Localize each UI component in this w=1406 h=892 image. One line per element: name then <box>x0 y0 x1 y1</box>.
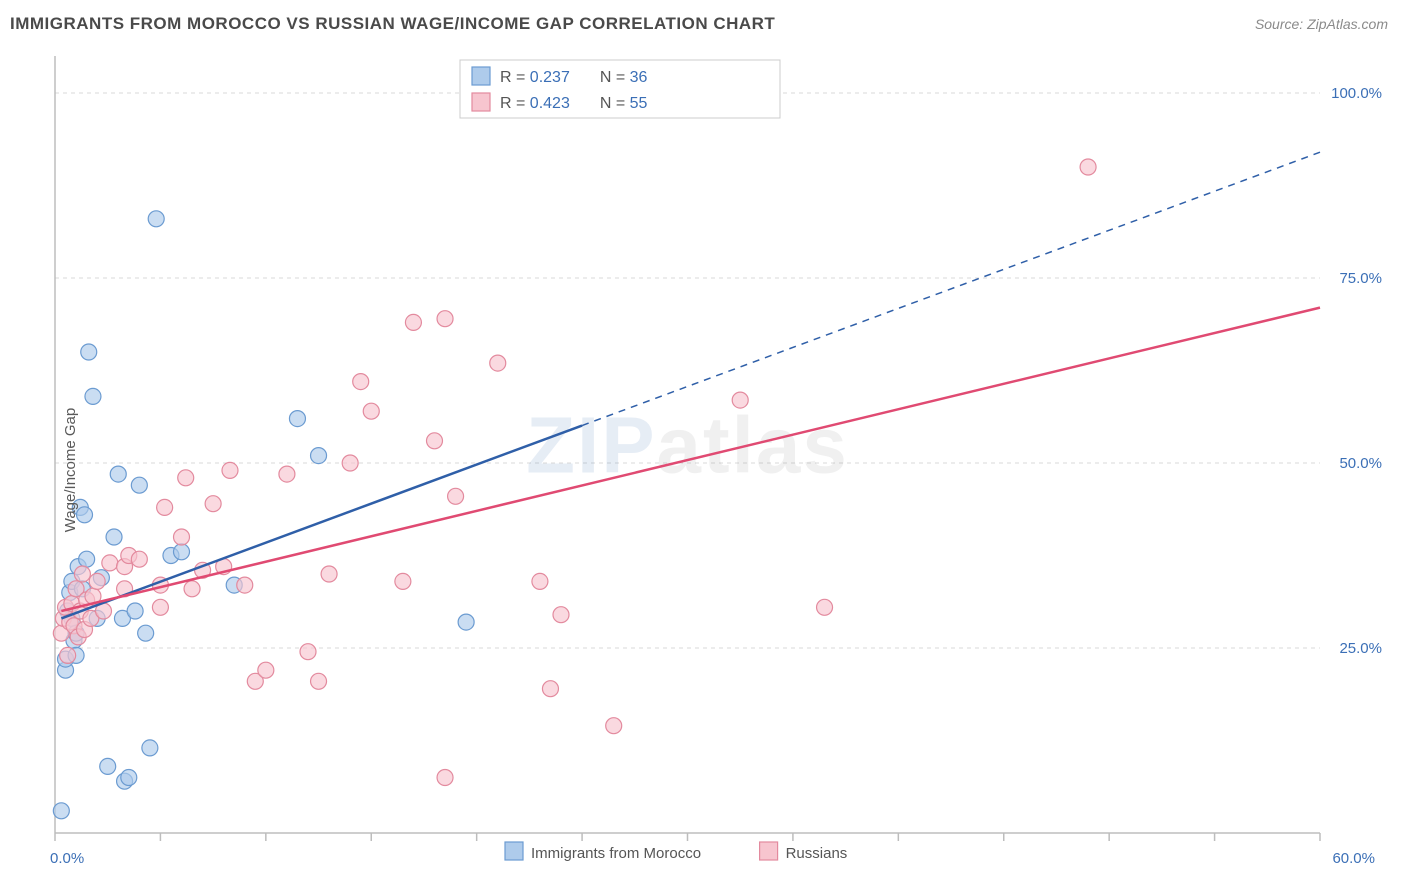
x-tick-label: 0.0% <box>50 850 84 867</box>
data-point <box>732 392 748 408</box>
data-point <box>148 211 164 227</box>
data-point <box>258 662 274 678</box>
data-point <box>85 388 101 404</box>
data-point <box>353 374 369 390</box>
y-tick-label: 100.0% <box>1331 85 1382 102</box>
data-point <box>1080 159 1096 175</box>
data-point <box>321 566 337 582</box>
x-tick-label: 60.0% <box>1332 850 1375 867</box>
data-point <box>222 462 238 478</box>
data-point <box>342 455 358 471</box>
data-point <box>553 607 569 623</box>
data-point <box>427 433 443 449</box>
data-point <box>817 599 833 615</box>
data-point <box>81 344 97 360</box>
data-point <box>311 448 327 464</box>
data-point <box>127 603 143 619</box>
data-point <box>311 673 327 689</box>
data-point <box>437 311 453 327</box>
data-point <box>532 573 548 589</box>
data-point <box>74 566 90 582</box>
data-point <box>60 647 76 663</box>
data-point <box>542 681 558 697</box>
legend-swatch <box>472 67 490 85</box>
chart-area: Wage/Income Gap 25.0%50.0%75.0%100.0%ZIP… <box>0 48 1406 892</box>
data-point <box>279 466 295 482</box>
data-point <box>205 496 221 512</box>
data-point <box>79 551 95 567</box>
data-point <box>448 488 464 504</box>
data-point <box>121 770 137 786</box>
data-point <box>142 740 158 756</box>
y-tick-label: 50.0% <box>1339 455 1382 472</box>
data-point <box>300 644 316 660</box>
data-point <box>458 614 474 630</box>
data-point <box>289 411 305 427</box>
data-point <box>174 529 190 545</box>
legend-swatch <box>760 842 778 860</box>
data-point <box>174 544 190 560</box>
trend-line <box>61 308 1320 611</box>
data-point <box>131 551 147 567</box>
data-point <box>405 314 421 330</box>
data-point <box>106 529 122 545</box>
data-point <box>237 577 253 593</box>
data-point <box>53 803 69 819</box>
y-tick-label: 75.0% <box>1339 270 1382 287</box>
data-point <box>606 718 622 734</box>
legend-swatch <box>505 842 523 860</box>
scatter-chart: 25.0%50.0%75.0%100.0%ZIPatlas0.0%60.0%R … <box>0 48 1406 892</box>
data-point <box>100 758 116 774</box>
data-point <box>77 507 93 523</box>
legend-swatch <box>472 93 490 111</box>
legend-label: Immigrants from Morocco <box>531 845 701 862</box>
data-point <box>102 555 118 571</box>
data-point <box>110 466 126 482</box>
data-point <box>138 625 154 641</box>
source-label: Source: ZipAtlas.com <box>1255 16 1388 32</box>
data-point <box>395 573 411 589</box>
data-point <box>131 477 147 493</box>
data-point <box>157 499 173 515</box>
data-point <box>363 403 379 419</box>
y-axis-label: Wage/Income Gap <box>62 408 79 533</box>
chart-title: IMMIGRANTS FROM MOROCCO VS RUSSIAN WAGE/… <box>10 14 775 34</box>
y-tick-label: 25.0% <box>1339 640 1382 657</box>
watermark: ZIPatlas <box>526 401 849 490</box>
data-point <box>437 770 453 786</box>
trend-line-dashed <box>582 152 1320 425</box>
data-point <box>152 599 168 615</box>
data-point <box>184 581 200 597</box>
chart-header: IMMIGRANTS FROM MOROCCO VS RUSSIAN WAGE/… <box>0 0 1406 48</box>
legend-label: Russians <box>786 845 848 862</box>
data-point <box>89 573 105 589</box>
data-point <box>178 470 194 486</box>
data-point <box>490 355 506 371</box>
